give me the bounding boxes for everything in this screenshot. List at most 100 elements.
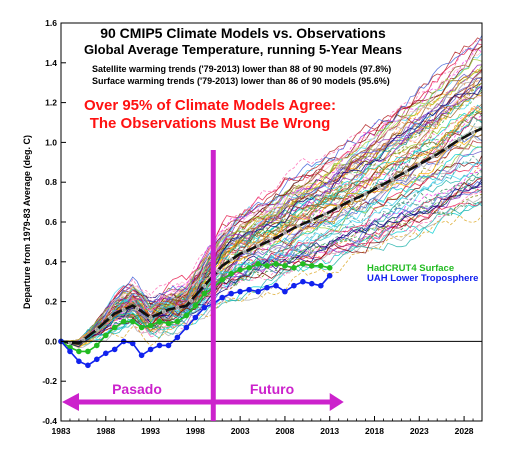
uah-point	[228, 290, 234, 297]
model-mean-point	[94, 327, 99, 332]
model-mean-point	[282, 230, 287, 235]
model-mean-point	[417, 162, 422, 167]
model-mean-point	[229, 257, 234, 262]
model-run-line	[60, 83, 483, 345]
model-mean-point	[363, 192, 368, 197]
hadcrut4-point	[246, 265, 252, 271]
model-run-line	[60, 146, 483, 345]
model-mean-point	[390, 177, 395, 182]
model-run-line	[60, 106, 483, 345]
uah-point	[67, 348, 73, 355]
model-run-line	[60, 119, 483, 345]
uah-point	[300, 278, 306, 285]
uah-point	[183, 324, 190, 331]
hadcrut4-point	[165, 320, 172, 327]
hadcrut4-point	[282, 263, 288, 269]
model-mean-point	[215, 268, 220, 273]
hadcrut4-point	[174, 318, 181, 325]
hadcrut4-point	[237, 267, 243, 273]
model-run-line	[60, 191, 483, 346]
timeline-arrow-right-head	[329, 393, 344, 411]
hadcrut4-point	[85, 348, 91, 355]
model-mean-point	[121, 307, 126, 312]
uah-point	[201, 304, 208, 311]
model-mean-point	[444, 146, 449, 151]
hadcrut4-point	[129, 318, 136, 325]
hadcrut4-point	[300, 261, 306, 267]
model-mean-point	[148, 315, 153, 320]
hadcrut4-point	[120, 318, 127, 325]
uah-point	[129, 340, 136, 347]
hadcrut4-point	[326, 265, 333, 271]
uah-point	[219, 294, 225, 301]
legend-hadcrut4: HadCRUT4 Surface	[367, 263, 454, 274]
uah-point	[264, 284, 270, 291]
hadcrut4-point	[192, 302, 199, 309]
model-mean-point	[430, 154, 435, 159]
hadcrut4-point	[291, 265, 297, 271]
uah-point	[156, 342, 163, 349]
hadcrut4-point	[273, 261, 279, 267]
model-run-line	[60, 77, 483, 344]
model-mean-point	[471, 130, 476, 135]
model-run-line	[60, 69, 483, 344]
x-tick-label: 2028	[455, 426, 474, 436]
model-mean-point	[188, 298, 193, 303]
headline-line-2: The Observations Must Be Wrong	[90, 115, 331, 132]
model-run-line	[60, 124, 483, 346]
x-tick-label: 1998	[186, 426, 205, 436]
note-surface: Surface warming trends ('79-2013) lower …	[92, 76, 390, 86]
x-tick-label: 2013	[320, 426, 339, 436]
hadcrut4-point	[183, 312, 190, 319]
y-tick-label: 0.8	[45, 177, 57, 187]
model-mean-point	[296, 223, 301, 228]
y-tick-label: 1.2	[45, 98, 57, 108]
model-run-line	[60, 48, 483, 343]
future-label: Futuro	[250, 381, 294, 397]
model-run-line	[60, 59, 483, 344]
uah-point	[282, 288, 288, 295]
hadcrut4-point	[94, 342, 100, 349]
model-mean-point	[350, 198, 355, 203]
y-tick-label: 0.2	[45, 297, 57, 307]
model-mean-point	[403, 169, 408, 174]
model-run-line	[60, 193, 483, 342]
model-mean-point	[309, 217, 314, 222]
x-tick-label: 1993	[141, 426, 160, 436]
hadcrut4-point	[264, 263, 270, 269]
x-tick-label: 2003	[231, 426, 250, 436]
uah-point	[76, 358, 82, 365]
chart-subtitle: Global Average Temperature, running 5-Ye…	[84, 42, 402, 57]
y-tick-label: 0.0	[45, 336, 57, 346]
model-run-line	[60, 200, 483, 342]
model-mean-point	[135, 306, 140, 311]
hadcrut4-point	[147, 322, 154, 329]
uah-point	[309, 280, 315, 287]
hadcrut4-point	[255, 261, 261, 267]
model-run-line	[60, 86, 483, 348]
headline-line-1: Over 95% of Climate Models Agree:	[84, 97, 336, 114]
hadcrut4-point	[103, 332, 109, 339]
model-mean-point	[336, 205, 341, 210]
y-tick-label: -0.4	[42, 416, 57, 426]
uah-point	[94, 356, 100, 363]
y-tick-label: 1.0	[45, 137, 57, 147]
chart-title: 90 CMIP5 Climate Models vs. Observations	[100, 25, 386, 41]
hadcrut4-point	[228, 270, 234, 277]
model-mean-point	[175, 305, 180, 310]
model-run-line	[60, 35, 483, 343]
model-mean-point	[202, 283, 207, 288]
model-mean-point	[323, 211, 328, 216]
model-run-line	[60, 71, 483, 345]
y-tick-label: 1.4	[45, 58, 57, 68]
y-axis-label: Departure from 1979-83 Average (deg. C)	[22, 135, 32, 309]
hadcrut4-point	[219, 276, 225, 283]
model-run-line	[60, 85, 483, 345]
observations	[58, 261, 333, 369]
x-tick-label: 2008	[275, 426, 294, 436]
model-run-line	[60, 160, 483, 343]
model-run-line	[60, 85, 483, 348]
annotations	[62, 150, 344, 421]
model-mean-point	[161, 309, 166, 314]
